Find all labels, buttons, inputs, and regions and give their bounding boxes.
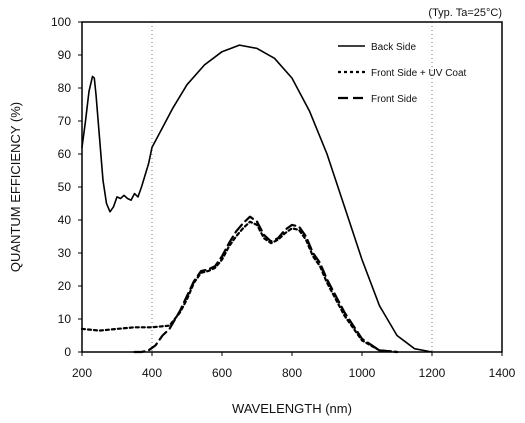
x-tick-label: 1200 [419,366,446,380]
condition-annotation: (Typ. Ta=25°C) [428,7,502,19]
y-tick-label: 80 [58,81,72,95]
x-axis-label: WAVELENGTH (nm) [232,401,352,416]
legend-label-1: Front Side + UV Coat [371,68,467,79]
series-line-0 [81,44,433,353]
y-tick-label: 70 [58,114,72,128]
series-line-1 [80,220,399,354]
series-line-2 [133,215,399,354]
legend-label-2: Front Side [371,94,418,105]
y-axis-label: QUANTUM EFFICIENCY (%) [8,102,23,272]
y-tick-label: 100 [51,15,71,29]
y-tick-label: 30 [58,246,72,260]
x-tick-label: 600 [212,366,232,380]
y-tick-label: 60 [58,147,72,161]
x-tick-label: 1000 [349,366,376,380]
y-tick-label: 10 [58,312,72,326]
y-tick-label: 0 [64,345,71,359]
legend: Back Side Front Side + UV Coat Front Side [338,42,467,105]
x-tick-label: 200 [72,366,92,380]
x-tick-label: 800 [282,366,302,380]
legend-label-0: Back Side [371,42,416,53]
y-tick-label: 90 [58,48,72,62]
y-tick-label: 20 [58,279,72,293]
y-tick-label: 50 [58,180,72,194]
x-tick-label: 400 [142,366,162,380]
series-layer [80,44,433,354]
x-tick-label: 1400 [489,366,516,380]
y-tick-label: 40 [58,213,72,227]
ticks-layer: 200 400 600 800 1000 1200 1400 0 10 20 30 40 50 60 70 8… [51,15,516,380]
